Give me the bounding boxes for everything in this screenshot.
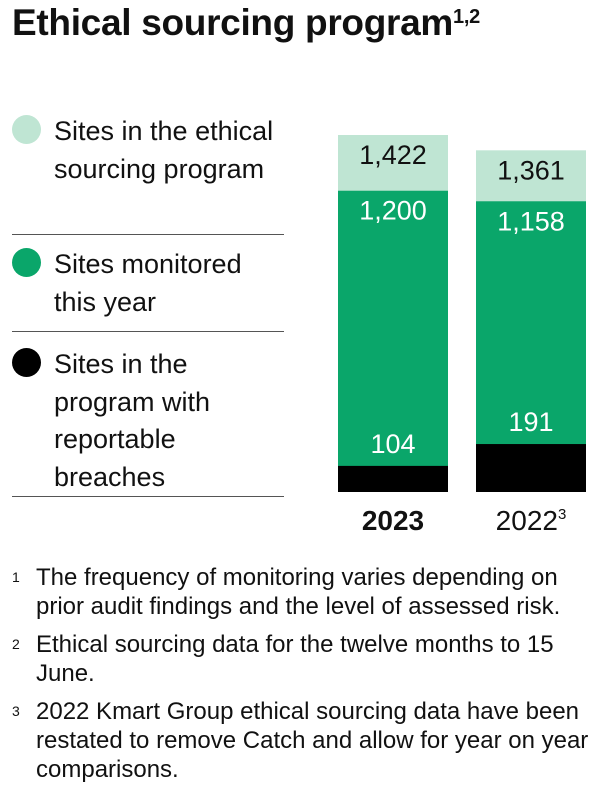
legend-item-breaches: Sites in the program with reportable bre… bbox=[12, 332, 284, 497]
chart-title: Ethical sourcing program1,2 bbox=[12, 2, 480, 44]
footnote-text: 2022 Kmart Group ethical sourcing data h… bbox=[36, 698, 589, 783]
legend-swatch-breaches bbox=[12, 348, 41, 377]
legend-item-monitored: Sites monitored this year bbox=[12, 235, 284, 332]
legend: Sites in the ethical sourcing program Si… bbox=[12, 112, 284, 497]
legend-label-breaches: Sites in the program with reportable bre… bbox=[54, 349, 211, 492]
bar-segment-breaches-2022 bbox=[476, 444, 586, 492]
footnote-2: 2 Ethical sourcing data for the twelve mo… bbox=[12, 630, 612, 688]
legend-swatch-monitored bbox=[12, 248, 41, 277]
footnotes: 1 The frequency of monitoring varies depe… bbox=[12, 563, 612, 793]
bar-segment-breaches-2023 bbox=[338, 465, 448, 492]
legend-label-monitored: Sites monitored this year bbox=[54, 249, 242, 317]
title-footnote-ref: 1,2 bbox=[453, 6, 480, 28]
category-label-2022: 20223 bbox=[496, 505, 567, 536]
footnote-1: 1 The frequency of monitoring varies depe… bbox=[12, 563, 612, 621]
data-label-monitored-2022: 1,158 bbox=[497, 206, 565, 236]
data-label-breaches-2023: 104 bbox=[370, 429, 415, 459]
data-label-breaches-2022: 191 bbox=[508, 407, 553, 437]
footnote-number: 2 bbox=[12, 636, 20, 652]
legend-item-program: Sites in the ethical sourcing program bbox=[12, 112, 284, 235]
footnote-number: 1 bbox=[12, 569, 20, 585]
footnote-number: 3 bbox=[12, 703, 20, 719]
data-label-program-2023: 1,422 bbox=[359, 140, 427, 170]
footnote-3: 3 2022 Kmart Group ethical sourcing data … bbox=[12, 697, 612, 784]
bar-segment-monitored-2022 bbox=[476, 201, 586, 492]
title-text: Ethical sourcing program bbox=[12, 2, 453, 43]
legend-swatch-program bbox=[12, 115, 41, 144]
category-footnote-ref: 3 bbox=[558, 506, 566, 523]
data-label-monitored-2023: 1,200 bbox=[359, 196, 427, 226]
footnote-text: Ethical sourcing data for the twelve mon… bbox=[36, 631, 554, 687]
category-label-2023: 2023 bbox=[362, 505, 424, 536]
legend-label-program: Sites in the ethical sourcing program bbox=[54, 116, 274, 184]
footnote-text: The frequency of monitoring varies depen… bbox=[36, 564, 561, 620]
data-label-program-2022: 1,361 bbox=[497, 155, 565, 185]
bar-segment-monitored-2023 bbox=[338, 190, 448, 492]
bar-chart: 1,422 1,200 104 2023 1,361 1,158 191 20223 bbox=[338, 135, 586, 536]
